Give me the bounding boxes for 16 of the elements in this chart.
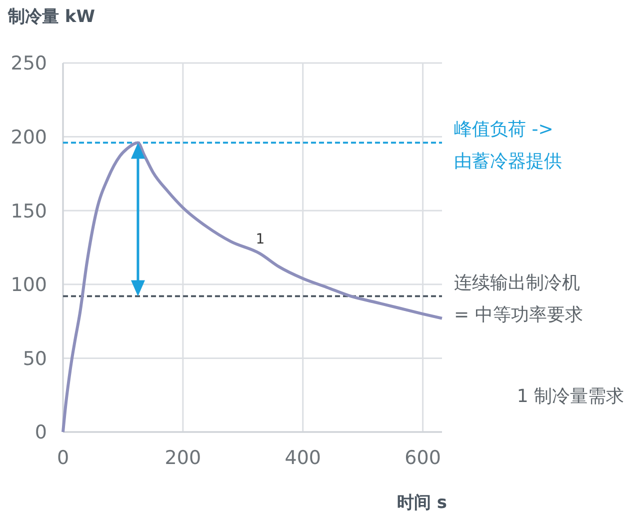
x-axis-title: 时间 s xyxy=(396,493,447,513)
ref-line-label: 峰值负荷 -> 由蓄冷器提供 xyxy=(454,119,562,172)
text: 1 制冷量需求 xyxy=(516,386,624,407)
y-tick-label: 50 xyxy=(22,348,47,370)
x-tick-label: 600 xyxy=(404,447,441,469)
y-tick-label: 200 xyxy=(10,126,47,148)
x-tick-label: 400 xyxy=(284,447,322,469)
y-axis-title: 制冷量 kW xyxy=(7,7,96,27)
x-tick-label: 0 xyxy=(56,447,70,469)
y-tick-label: 0 xyxy=(34,422,47,444)
ref-line-label: 连续输出制冷机 = 中等功率要求 xyxy=(454,272,583,326)
y-tick-label: 250 xyxy=(10,52,47,75)
annotation: 1 xyxy=(256,231,265,248)
y-tick-label: 150 xyxy=(10,200,47,222)
y-tick-label: 100 xyxy=(10,274,47,296)
x-tick-label: 200 xyxy=(164,447,202,469)
